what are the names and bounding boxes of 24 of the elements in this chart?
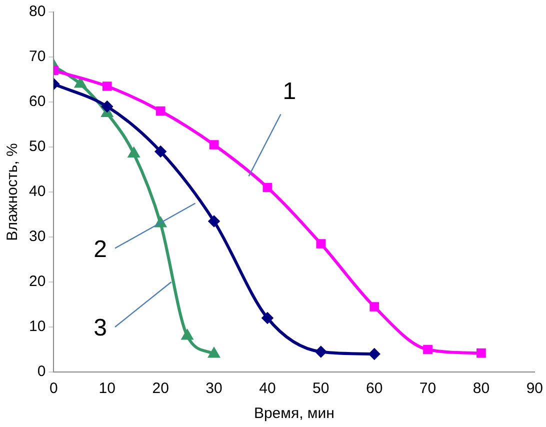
x-tick-label: 10 [98,380,116,398]
x-tick-label: 50 [312,380,330,398]
y-tick-label: 60 [28,93,46,110]
x-axis-title: Время, мин [254,405,334,422]
y-tick-label: 40 [28,183,46,200]
annotation: 1 [282,78,296,105]
y-tick-label: 50 [28,138,46,156]
x-tick-label: 0 [50,380,58,398]
x-tick-label: 70 [419,380,436,398]
x-tick-label: 80 [472,380,490,398]
y-tick-label: 70 [28,48,46,66]
y-tick-label: 10 [28,318,46,336]
y-tick-label: 20 [28,273,46,290]
y-tick-label: 30 [28,228,46,246]
annotation: 3 [94,314,107,342]
x-tick-label: 60 [366,380,383,398]
y-axis-title: Влажность, % [4,143,22,241]
y-tick-label: 0 [37,363,46,380]
x-tick-label: 30 [206,380,222,398]
x-tick-label: 20 [152,380,169,398]
y-tick-label: 80 [28,3,46,20]
annotation: 2 [94,236,107,263]
x-tick-label: 90 [526,380,543,398]
x-tick-label: 40 [259,380,276,398]
